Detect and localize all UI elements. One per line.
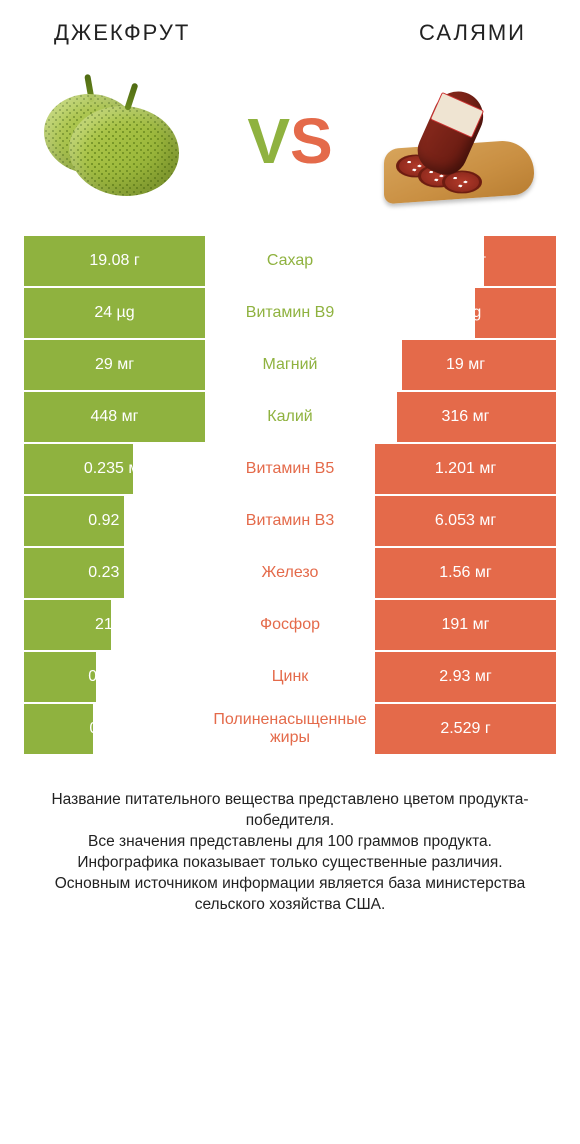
table-row: 0.92 мгВитамин B36.053 мг bbox=[24, 496, 556, 548]
table-row: 0.23 мгЖелезо1.56 мг bbox=[24, 548, 556, 600]
vs-s: S bbox=[290, 105, 333, 177]
cell-left: 0.094 г bbox=[24, 704, 205, 754]
salami-image bbox=[376, 76, 546, 206]
footer-line: Все значения представлены для 100 граммо… bbox=[42, 832, 538, 853]
hero-row: VS bbox=[24, 56, 556, 236]
vs-v: V bbox=[247, 105, 290, 177]
cell-left: 29 мг bbox=[24, 340, 205, 390]
cell-left: 448 мг bbox=[24, 392, 205, 442]
cell-left: 0.92 мг bbox=[24, 496, 205, 546]
cell-label: Калий bbox=[205, 392, 375, 442]
titles-row: ДЖЕКФРУТ САЛЯМИ bbox=[24, 20, 556, 56]
footer-line: Основным источником информации является … bbox=[42, 874, 538, 916]
vs-label: VS bbox=[247, 109, 332, 173]
cell-right: 316 мг bbox=[375, 392, 556, 442]
table-row: 0.235 мгВитамин B51.201 мг bbox=[24, 444, 556, 496]
cell-label: Железо bbox=[205, 548, 375, 598]
cell-label: Полиненасыщенные жиры bbox=[205, 704, 375, 754]
table-row: 24 µgВитамин B93 µg bbox=[24, 288, 556, 340]
title-right: САЛЯМИ bbox=[419, 20, 526, 46]
cell-label: Витамин B3 bbox=[205, 496, 375, 546]
cell-label: Магний bbox=[205, 340, 375, 390]
cell-right: 2.529 г bbox=[375, 704, 556, 754]
table-row: 0.13 мгЦинк2.93 мг bbox=[24, 652, 556, 704]
footer-line: Инфографика показывает только существенн… bbox=[42, 853, 538, 874]
cell-label: Сахар bbox=[205, 236, 375, 286]
cell-right: 191 мг bbox=[375, 600, 556, 650]
cell-right: 19 мг bbox=[375, 340, 556, 390]
footer-line: Название питательного вещества представл… bbox=[42, 790, 538, 832]
title-left: ДЖЕКФРУТ bbox=[54, 20, 190, 46]
cell-right: 1.56 мг bbox=[375, 548, 556, 598]
cell-right: 0.96 г bbox=[375, 236, 556, 286]
comparison-table: 19.08 гСахар0.96 г24 µgВитамин B93 µg29 … bbox=[24, 236, 556, 756]
cell-left: 24 µg bbox=[24, 288, 205, 338]
footer-notes: Название питательного вещества представл… bbox=[24, 756, 556, 916]
jackfruit-image bbox=[34, 76, 204, 206]
cell-right: 3 µg bbox=[375, 288, 556, 338]
cell-left: 0.13 мг bbox=[24, 652, 205, 702]
cell-left: 19.08 г bbox=[24, 236, 205, 286]
cell-label: Витамин B5 bbox=[205, 444, 375, 494]
table-row: 19.08 гСахар0.96 г bbox=[24, 236, 556, 288]
cell-left: 21 мг bbox=[24, 600, 205, 650]
cell-left: 0.235 мг bbox=[24, 444, 205, 494]
cell-label: Цинк bbox=[205, 652, 375, 702]
table-row: 0.094 гПолиненасыщенные жиры2.529 г bbox=[24, 704, 556, 756]
cell-right: 2.93 мг bbox=[375, 652, 556, 702]
infographic-wrap: ДЖЕКФРУТ САЛЯМИ VS 19.08 гСах bbox=[0, 0, 580, 936]
cell-right: 6.053 мг bbox=[375, 496, 556, 546]
cell-left: 0.23 мг bbox=[24, 548, 205, 598]
cell-label: Витамин B9 bbox=[205, 288, 375, 338]
table-row: 21 мгФосфор191 мг bbox=[24, 600, 556, 652]
table-row: 448 мгКалий316 мг bbox=[24, 392, 556, 444]
cell-right: 1.201 мг bbox=[375, 444, 556, 494]
table-row: 29 мгМагний19 мг bbox=[24, 340, 556, 392]
cell-label: Фосфор bbox=[205, 600, 375, 650]
